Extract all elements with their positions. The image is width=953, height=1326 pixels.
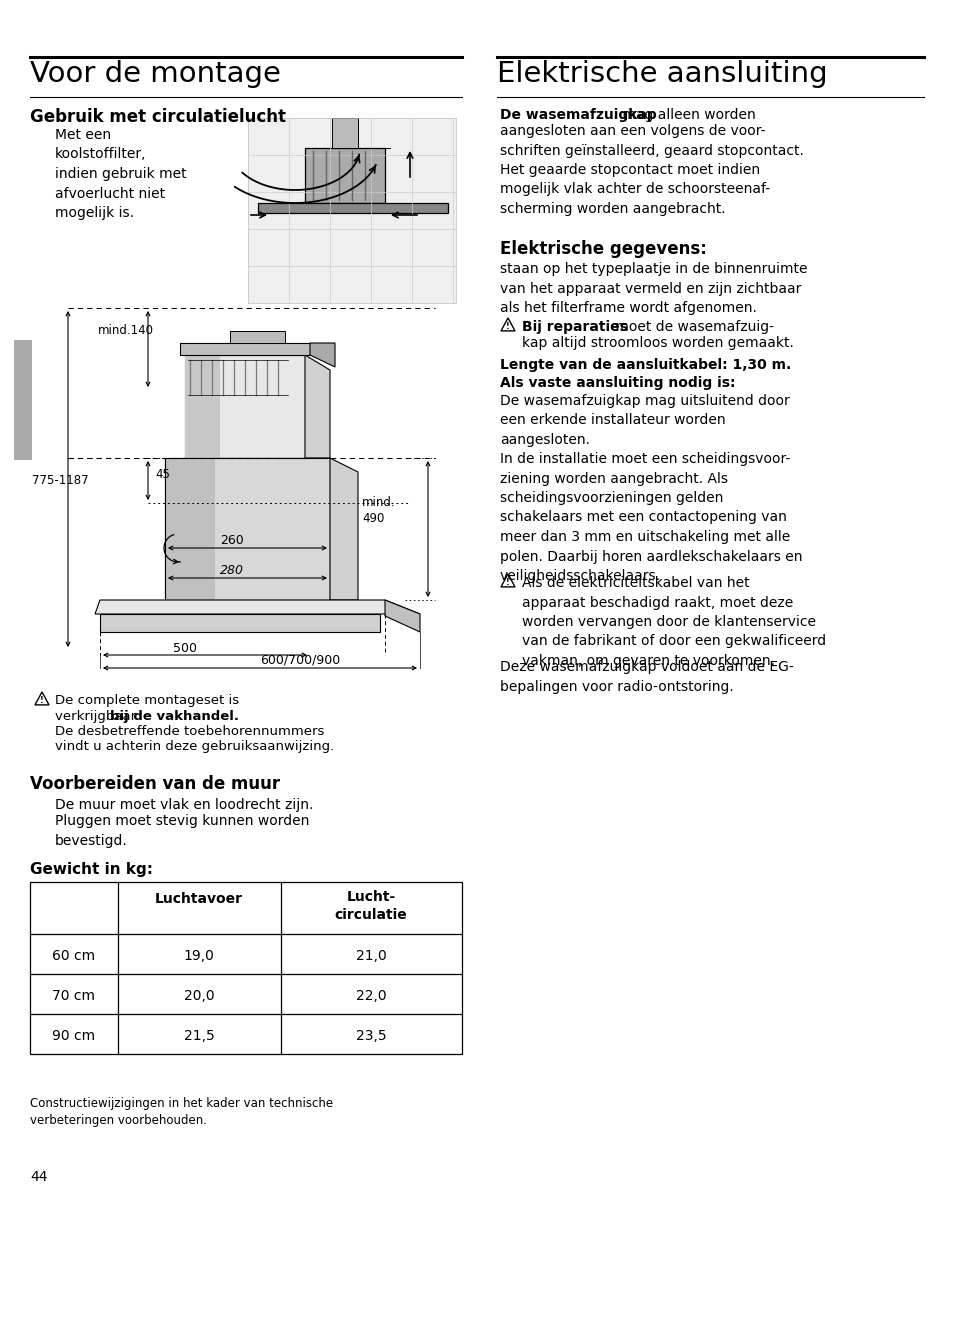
Bar (180, 343, 310, 355)
Text: 60 cm: 60 cm (52, 949, 95, 963)
Text: De desbetreffende toebehorennummers: De desbetreffende toebehorennummers (55, 725, 324, 739)
Text: De muur moet vlak en loodrecht zijn.: De muur moet vlak en loodrecht zijn. (55, 798, 313, 812)
Text: Elektrische aansluiting: Elektrische aansluiting (497, 60, 827, 88)
Text: moet de wasemafzuig-: moet de wasemafzuig- (610, 320, 773, 334)
Text: 22,0: 22,0 (355, 989, 386, 1002)
Text: Luchtavoer: Luchtavoer (154, 892, 243, 906)
Text: vindt u achterin deze gebruiksaanwijzing.: vindt u achterin deze gebruiksaanwijzing… (55, 740, 334, 753)
Text: 21,0: 21,0 (355, 949, 386, 963)
Text: 600/700/900: 600/700/900 (259, 654, 340, 667)
Bar (214, 457, 330, 599)
Bar (185, 355, 220, 457)
Text: In de installatie moet een scheidingsvoor-
ziening worden aangebracht. Als
schei: In de installatie moet een scheidingsvoo… (499, 452, 801, 583)
Text: De wasemafzuigkap: De wasemafzuigkap (499, 107, 656, 122)
Text: 70 cm: 70 cm (52, 989, 95, 1002)
Bar (185, 355, 305, 457)
Text: De wasemafzuigkap mag uitsluitend door
een erkende installateur worden
aangeslot: De wasemafzuigkap mag uitsluitend door e… (499, 394, 789, 447)
Bar (165, 457, 330, 599)
Text: Constructiewijzigingen in het kader van technische
verbeteringen voorbehouden.: Constructiewijzigingen in het kader van … (30, 1097, 333, 1127)
Text: Voor de montage: Voor de montage (30, 60, 280, 88)
Text: Gebruik met circulatielucht: Gebruik met circulatielucht (30, 107, 286, 126)
Text: staan op het typeplaatje in de binnenruimte
van het apparaat vermeld en zijn zic: staan op het typeplaatje in de binnenrui… (499, 263, 806, 316)
Text: !: ! (506, 322, 509, 332)
Text: Deze wasemafzuigkap voldoet aan de EG-
bepalingen voor radio-ontstoring.: Deze wasemafzuigkap voldoet aan de EG- b… (499, 660, 793, 693)
Text: 21,5: 21,5 (183, 1029, 214, 1044)
Text: mind.140: mind.140 (98, 324, 153, 337)
Text: Voorbereiden van de muur: Voorbereiden van de muur (30, 774, 280, 793)
Text: Elektrische gegevens:: Elektrische gegevens: (499, 240, 706, 259)
Text: 775-1187: 775-1187 (32, 473, 89, 487)
Bar (230, 332, 285, 343)
Text: Als vaste aansluiting nodig is:: Als vaste aansluiting nodig is: (499, 377, 735, 390)
Polygon shape (330, 457, 357, 599)
Text: 44: 44 (30, 1170, 48, 1184)
Text: kap altijd stroomloos worden gemaakt.: kap altijd stroomloos worden gemaakt. (521, 335, 793, 350)
Text: Gewicht in kg:: Gewicht in kg: (30, 862, 152, 876)
Text: De complete montageset is: De complete montageset is (55, 693, 239, 707)
Bar (332, 118, 357, 149)
Bar (165, 457, 330, 599)
Bar (248, 118, 456, 304)
Polygon shape (305, 355, 330, 457)
Polygon shape (100, 614, 379, 633)
Text: verkrijgbaar: verkrijgbaar (55, 709, 140, 723)
Text: 45: 45 (154, 468, 170, 481)
Text: 500: 500 (172, 642, 196, 655)
Text: Lucht-
circulatie: Lucht- circulatie (335, 890, 407, 923)
Text: 90 cm: 90 cm (52, 1029, 95, 1044)
Text: mind.
490: mind. 490 (361, 496, 395, 525)
Text: 280: 280 (220, 564, 244, 577)
Bar (165, 457, 214, 599)
Text: Met een
koolstoffilter,
indien gebruik met
afvoerlucht niet
mogelijk is.: Met een koolstoffilter, indien gebruik m… (55, 129, 187, 220)
Text: 19,0: 19,0 (183, 949, 214, 963)
Polygon shape (310, 343, 335, 367)
Text: Pluggen moet stevig kunnen worden
bevestigd.: Pluggen moet stevig kunnen worden bevest… (55, 814, 309, 847)
Text: mag alleen worden: mag alleen worden (618, 107, 755, 122)
Text: 20,0: 20,0 (184, 989, 214, 1002)
Polygon shape (385, 599, 419, 633)
Bar (257, 203, 448, 213)
Text: 23,5: 23,5 (355, 1029, 386, 1044)
Text: 260: 260 (220, 533, 244, 546)
Bar (305, 149, 385, 203)
Text: !: ! (40, 696, 44, 705)
Bar (14, 339, 32, 460)
Text: Als de elektriciteitskabel van het
apparaat beschadigd raakt, moet deze
worden v: Als de elektriciteitskabel van het appar… (521, 575, 825, 668)
Bar (30, 882, 461, 1054)
Text: !: ! (506, 578, 509, 587)
Text: bij de vakhandel.: bij de vakhandel. (110, 709, 239, 723)
Text: aangesloten aan een volgens de voor-
schriften geïnstalleerd, geaard stopcontact: aangesloten aan een volgens de voor- sch… (499, 125, 803, 216)
Text: Bij reparaties: Bij reparaties (521, 320, 627, 334)
Text: Lengte van de aansluitkabel: 1,30 m.: Lengte van de aansluitkabel: 1,30 m. (499, 358, 790, 373)
Polygon shape (95, 599, 419, 614)
